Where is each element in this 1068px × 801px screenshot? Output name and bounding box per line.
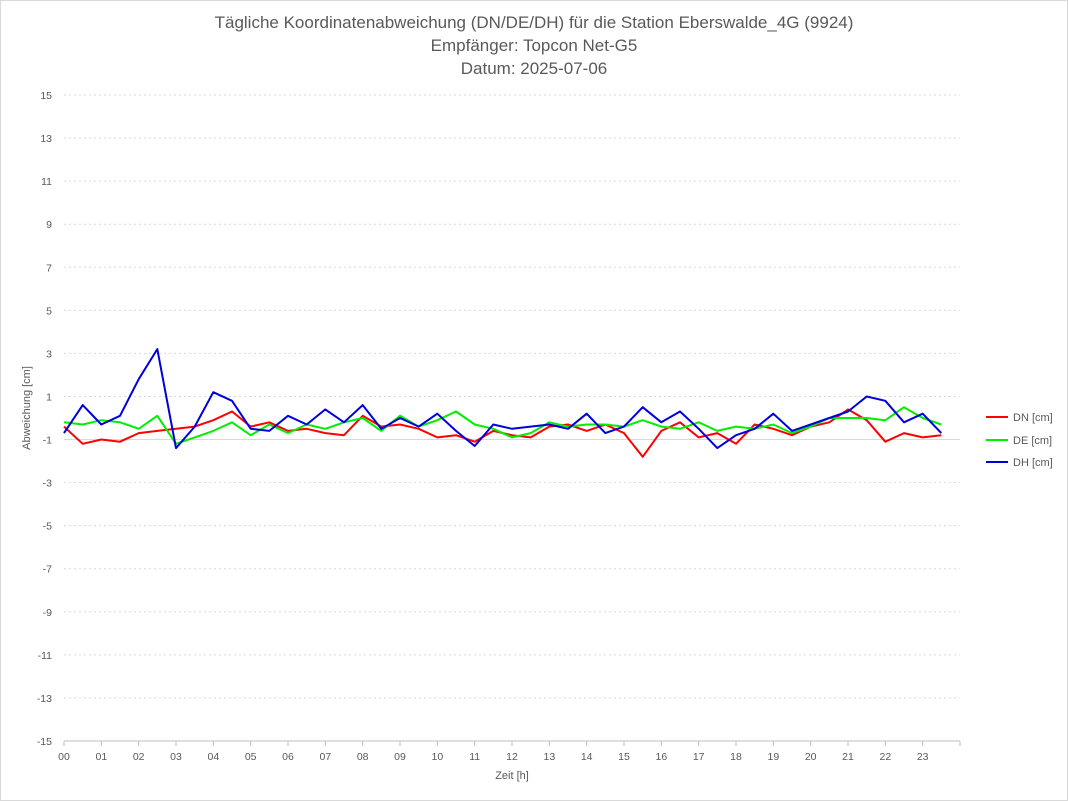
y-tick-label: 1 xyxy=(46,391,52,403)
x-tick-label: 07 xyxy=(319,751,331,763)
axes: 15 13 11 9 7 5 3 1 -1 -3 -5 -7 -9 -11 -13 -15 00 01 02 03 04… xyxy=(37,90,961,763)
x-tick-label: 08 xyxy=(357,751,369,763)
x-tick-label: 03 xyxy=(170,751,182,763)
x-tick-label: 17 xyxy=(693,751,705,763)
series-line-de xyxy=(63,406,942,445)
x-tick-label: 13 xyxy=(543,751,555,763)
x-tick-label: 09 xyxy=(394,751,406,763)
series-line-dh xyxy=(63,348,943,450)
chart-title: Tägliche Koordinatenabweichung (DN/DE/DH… xyxy=(214,13,854,32)
chart-subtitle: Empfänger: Topcon Net-G5 xyxy=(430,36,638,55)
x-tick-label: 04 xyxy=(207,751,219,763)
y-tick-label: 15 xyxy=(40,90,52,102)
series-lines xyxy=(63,348,943,458)
y-tick-label: 9 xyxy=(46,219,52,231)
x-tick-label: 05 xyxy=(245,751,257,763)
x-tick-label: 15 xyxy=(618,751,630,763)
x-tick-label: 10 xyxy=(431,751,443,763)
y-tick-label: -3 xyxy=(43,478,52,490)
x-tick-label: 22 xyxy=(879,751,891,763)
x-tick-label: 20 xyxy=(805,751,817,763)
legend-label: DN [cm] xyxy=(1013,412,1053,424)
x-tick-label: 23 xyxy=(917,751,929,763)
x-tick-label: 01 xyxy=(95,751,107,763)
y-tick-label: -11 xyxy=(38,650,53,662)
legend-label: DH [cm] xyxy=(1013,457,1053,469)
y-tick-label: -13 xyxy=(37,693,52,705)
x-tick-label: 02 xyxy=(133,751,145,763)
x-tick-label: 16 xyxy=(655,751,667,763)
y-tick-label: 13 xyxy=(40,133,52,145)
x-tick-label: 19 xyxy=(767,751,779,763)
legend: DN [cm] DE [cm] DH [cm] xyxy=(986,412,1053,469)
y-axis-title: Abweichung [cm] xyxy=(21,366,33,450)
x-tick-label: 00 xyxy=(58,751,70,763)
x-tick-label: 06 xyxy=(282,751,294,763)
y-tick-label: -5 xyxy=(43,521,52,533)
x-tick-label: 12 xyxy=(506,751,518,763)
x-tick-label: 18 xyxy=(730,751,742,763)
y-tick-label: -15 xyxy=(37,736,52,748)
y-tick-label: 3 xyxy=(46,348,52,360)
y-tick-label: -7 xyxy=(43,564,52,576)
x-tick-label: 11 xyxy=(469,751,480,763)
y-tick-label: -1 xyxy=(43,435,52,447)
chart-date: Datum: 2025-07-06 xyxy=(460,59,608,78)
y-tick-label: 7 xyxy=(46,262,52,274)
x-tick-label: 21 xyxy=(842,751,854,763)
y-tick-label: 5 xyxy=(46,305,52,317)
x-axis-title: Zeit [h] xyxy=(495,770,529,782)
x-tick-label: 14 xyxy=(581,751,593,763)
legend-label: DE [cm] xyxy=(1013,435,1052,447)
y-tick-label: -9 xyxy=(43,607,52,619)
y-tick-label: 11 xyxy=(41,176,52,188)
